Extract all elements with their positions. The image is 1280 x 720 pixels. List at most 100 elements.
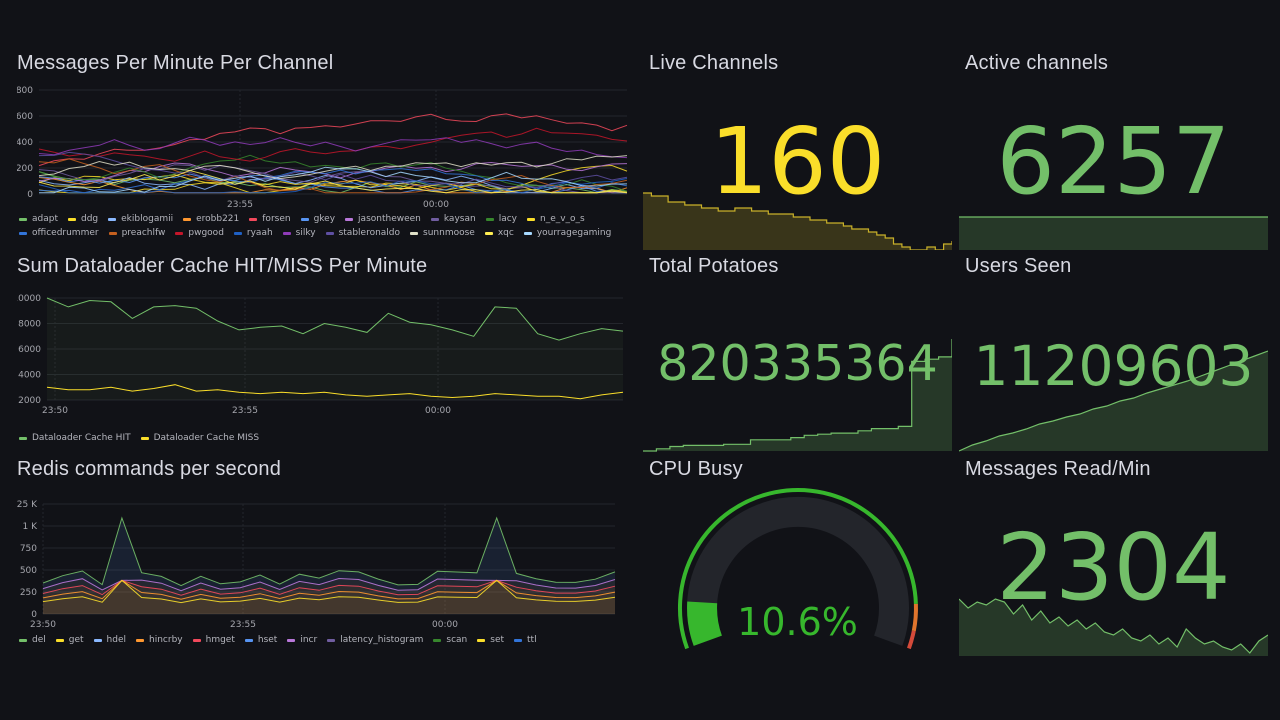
messages-legend-item[interactable]: pwgood <box>175 228 224 238</box>
redis-legend-item[interactable]: hdel <box>93 635 127 645</box>
messages-legend-item[interactable]: jasontheween <box>345 214 421 224</box>
legend-swatch <box>282 231 291 235</box>
redis-chart[interactable]: 1.25 K 1 K 750 500 250 023:50 23:55 00:00 <box>17 488 629 638</box>
redis-layer-area <box>43 580 615 614</box>
series-line-adapt <box>38 171 628 194</box>
messages-legend-item[interactable]: erobb221 <box>183 214 239 224</box>
legend-label: ryaah <box>246 228 273 238</box>
redis-legend-item[interactable]: del <box>19 635 46 645</box>
y-tick-label: 600 <box>17 112 33 122</box>
messages-legend-item[interactable]: gkey <box>300 214 335 224</box>
legend-label: stableronaldo <box>338 228 401 238</box>
legend-swatch <box>244 638 253 642</box>
y-tick-label: 1.25 K <box>17 500 38 510</box>
y-tick-label: 200 <box>17 164 33 174</box>
series-line-gkey <box>38 173 628 194</box>
legend-swatch <box>108 231 117 235</box>
legend-label: forsen <box>262 214 291 224</box>
messages-legend-item[interactable]: n_e_v_o_s <box>526 214 585 224</box>
series-line-ryaah <box>38 178 628 194</box>
y-tick-label: 8000 <box>18 320 41 330</box>
redis-layer-area <box>43 518 615 614</box>
sparkline-line <box>643 339 952 452</box>
legend-swatch <box>108 217 117 221</box>
users-seen-title[interactable]: Users Seen <box>965 255 1072 277</box>
cpu-busy-gauge <box>678 488 918 650</box>
legend-label: n_e_v_o_s <box>539 214 585 224</box>
messages-legend-item[interactable]: officedrummer <box>19 228 99 238</box>
messages-legend-item[interactable]: stableronaldo <box>325 228 401 238</box>
legend-swatch <box>433 638 442 642</box>
cache-legend-item[interactable]: Dataloader Cache HIT <box>19 433 131 443</box>
legend-label: ddg <box>81 214 99 224</box>
legend-swatch <box>485 217 494 221</box>
messages-legend-item[interactable]: xqc <box>484 228 514 238</box>
redis-legend-item[interactable]: incr <box>287 635 317 645</box>
messages-legend-item[interactable]: ekiblogamii <box>108 214 173 224</box>
messages-legend-item[interactable]: ryaah <box>233 228 273 238</box>
legend-label: xqc <box>497 228 514 238</box>
cpu-busy-title[interactable]: CPU Busy <box>649 458 743 480</box>
messages-legend-item[interactable]: preachlfw <box>108 228 165 238</box>
series-line-ddg <box>38 164 628 194</box>
messages-read-title[interactable]: Messages Read/Min <box>965 458 1151 480</box>
legend-label: get <box>68 635 84 645</box>
legend-swatch <box>19 638 27 642</box>
series-line-yourragegaming <box>39 166 628 194</box>
active-channels-panel: Active channels 6257 <box>959 52 1268 250</box>
redis-layer-line <box>42 516 616 587</box>
legend-label: kaysan <box>443 214 476 224</box>
sparkline-area <box>959 217 1268 250</box>
messages-legend-item[interactable]: ddg <box>68 214 98 224</box>
redis-legend-item[interactable]: hincrby <box>136 635 183 645</box>
legend-label: sunnmoose <box>423 228 475 238</box>
redis-layer-area <box>43 580 615 614</box>
redis-layer-line <box>42 577 616 592</box>
redis-legend-item[interactable]: hset <box>244 635 278 645</box>
live-channels-title[interactable]: Live Channels <box>649 52 779 74</box>
live-channels-panel: Live Channels 160 <box>643 52 952 250</box>
messages-panel-title[interactable]: Messages Per Minute Per Channel <box>17 52 334 74</box>
cache-hit-line <box>46 297 624 341</box>
redis-layer-area <box>43 578 615 614</box>
redis-legend-item[interactable]: get <box>55 635 84 645</box>
x-tick-label: 23:50 <box>30 620 56 630</box>
legend-label: hdel <box>106 635 127 645</box>
legend-swatch <box>68 217 76 221</box>
y-tick-label: 750 <box>20 544 37 554</box>
messages-legend-item[interactable]: adapt <box>19 214 58 224</box>
cache-panel-title[interactable]: Sum Dataloader Cache HIT/MISS Per Minute <box>17 255 428 277</box>
redis-layer-line <box>42 579 616 604</box>
messages-legend-item[interactable]: sunnmoose <box>410 228 475 238</box>
total-potatoes-value: 820335364 <box>657 335 938 392</box>
messages-legend-item[interactable]: yourragegaming <box>523 228 611 238</box>
legend-label: hincrby <box>149 635 183 645</box>
legend-swatch <box>19 231 27 235</box>
legend-swatch <box>523 231 532 235</box>
messages-chart[interactable]: 800 600 400 200 0 23:55 00:00 <box>17 82 629 232</box>
active-channels-title[interactable]: Active channels <box>965 52 1109 74</box>
redis-legend-item[interactable]: set <box>477 635 504 645</box>
messages-legend-item[interactable]: lacy <box>485 214 517 224</box>
redis-panel-title[interactable]: Redis commands per second <box>17 458 282 480</box>
messages-legend-item[interactable]: forsen <box>249 214 291 224</box>
legend-swatch <box>140 436 149 440</box>
y-tick-label: 6000 <box>18 345 41 355</box>
legend-swatch <box>175 231 184 235</box>
legend-label: hmget <box>205 635 235 645</box>
redis-legend-item[interactable]: scan <box>433 635 467 645</box>
legend-label: pwgood <box>188 228 224 238</box>
users-seen-sparkline <box>959 350 1268 452</box>
redis-legend-item[interactable]: hmget <box>192 635 235 645</box>
y-tick-label: 1 K <box>23 522 39 532</box>
legend-label: hset <box>257 635 278 645</box>
messages-legend-item[interactable]: silky <box>282 228 316 238</box>
messages-legend-item[interactable]: kaysan <box>430 214 476 224</box>
cache-legend-item[interactable]: Dataloader Cache MISS <box>140 433 259 443</box>
legend-label: set <box>490 635 505 645</box>
total-potatoes-title[interactable]: Total Potatoes <box>649 255 779 277</box>
redis-legend-item[interactable]: latency_histogram <box>327 635 423 645</box>
live-channels-value: 160 <box>709 108 886 215</box>
redis-legend-item[interactable]: ttl <box>514 635 537 645</box>
